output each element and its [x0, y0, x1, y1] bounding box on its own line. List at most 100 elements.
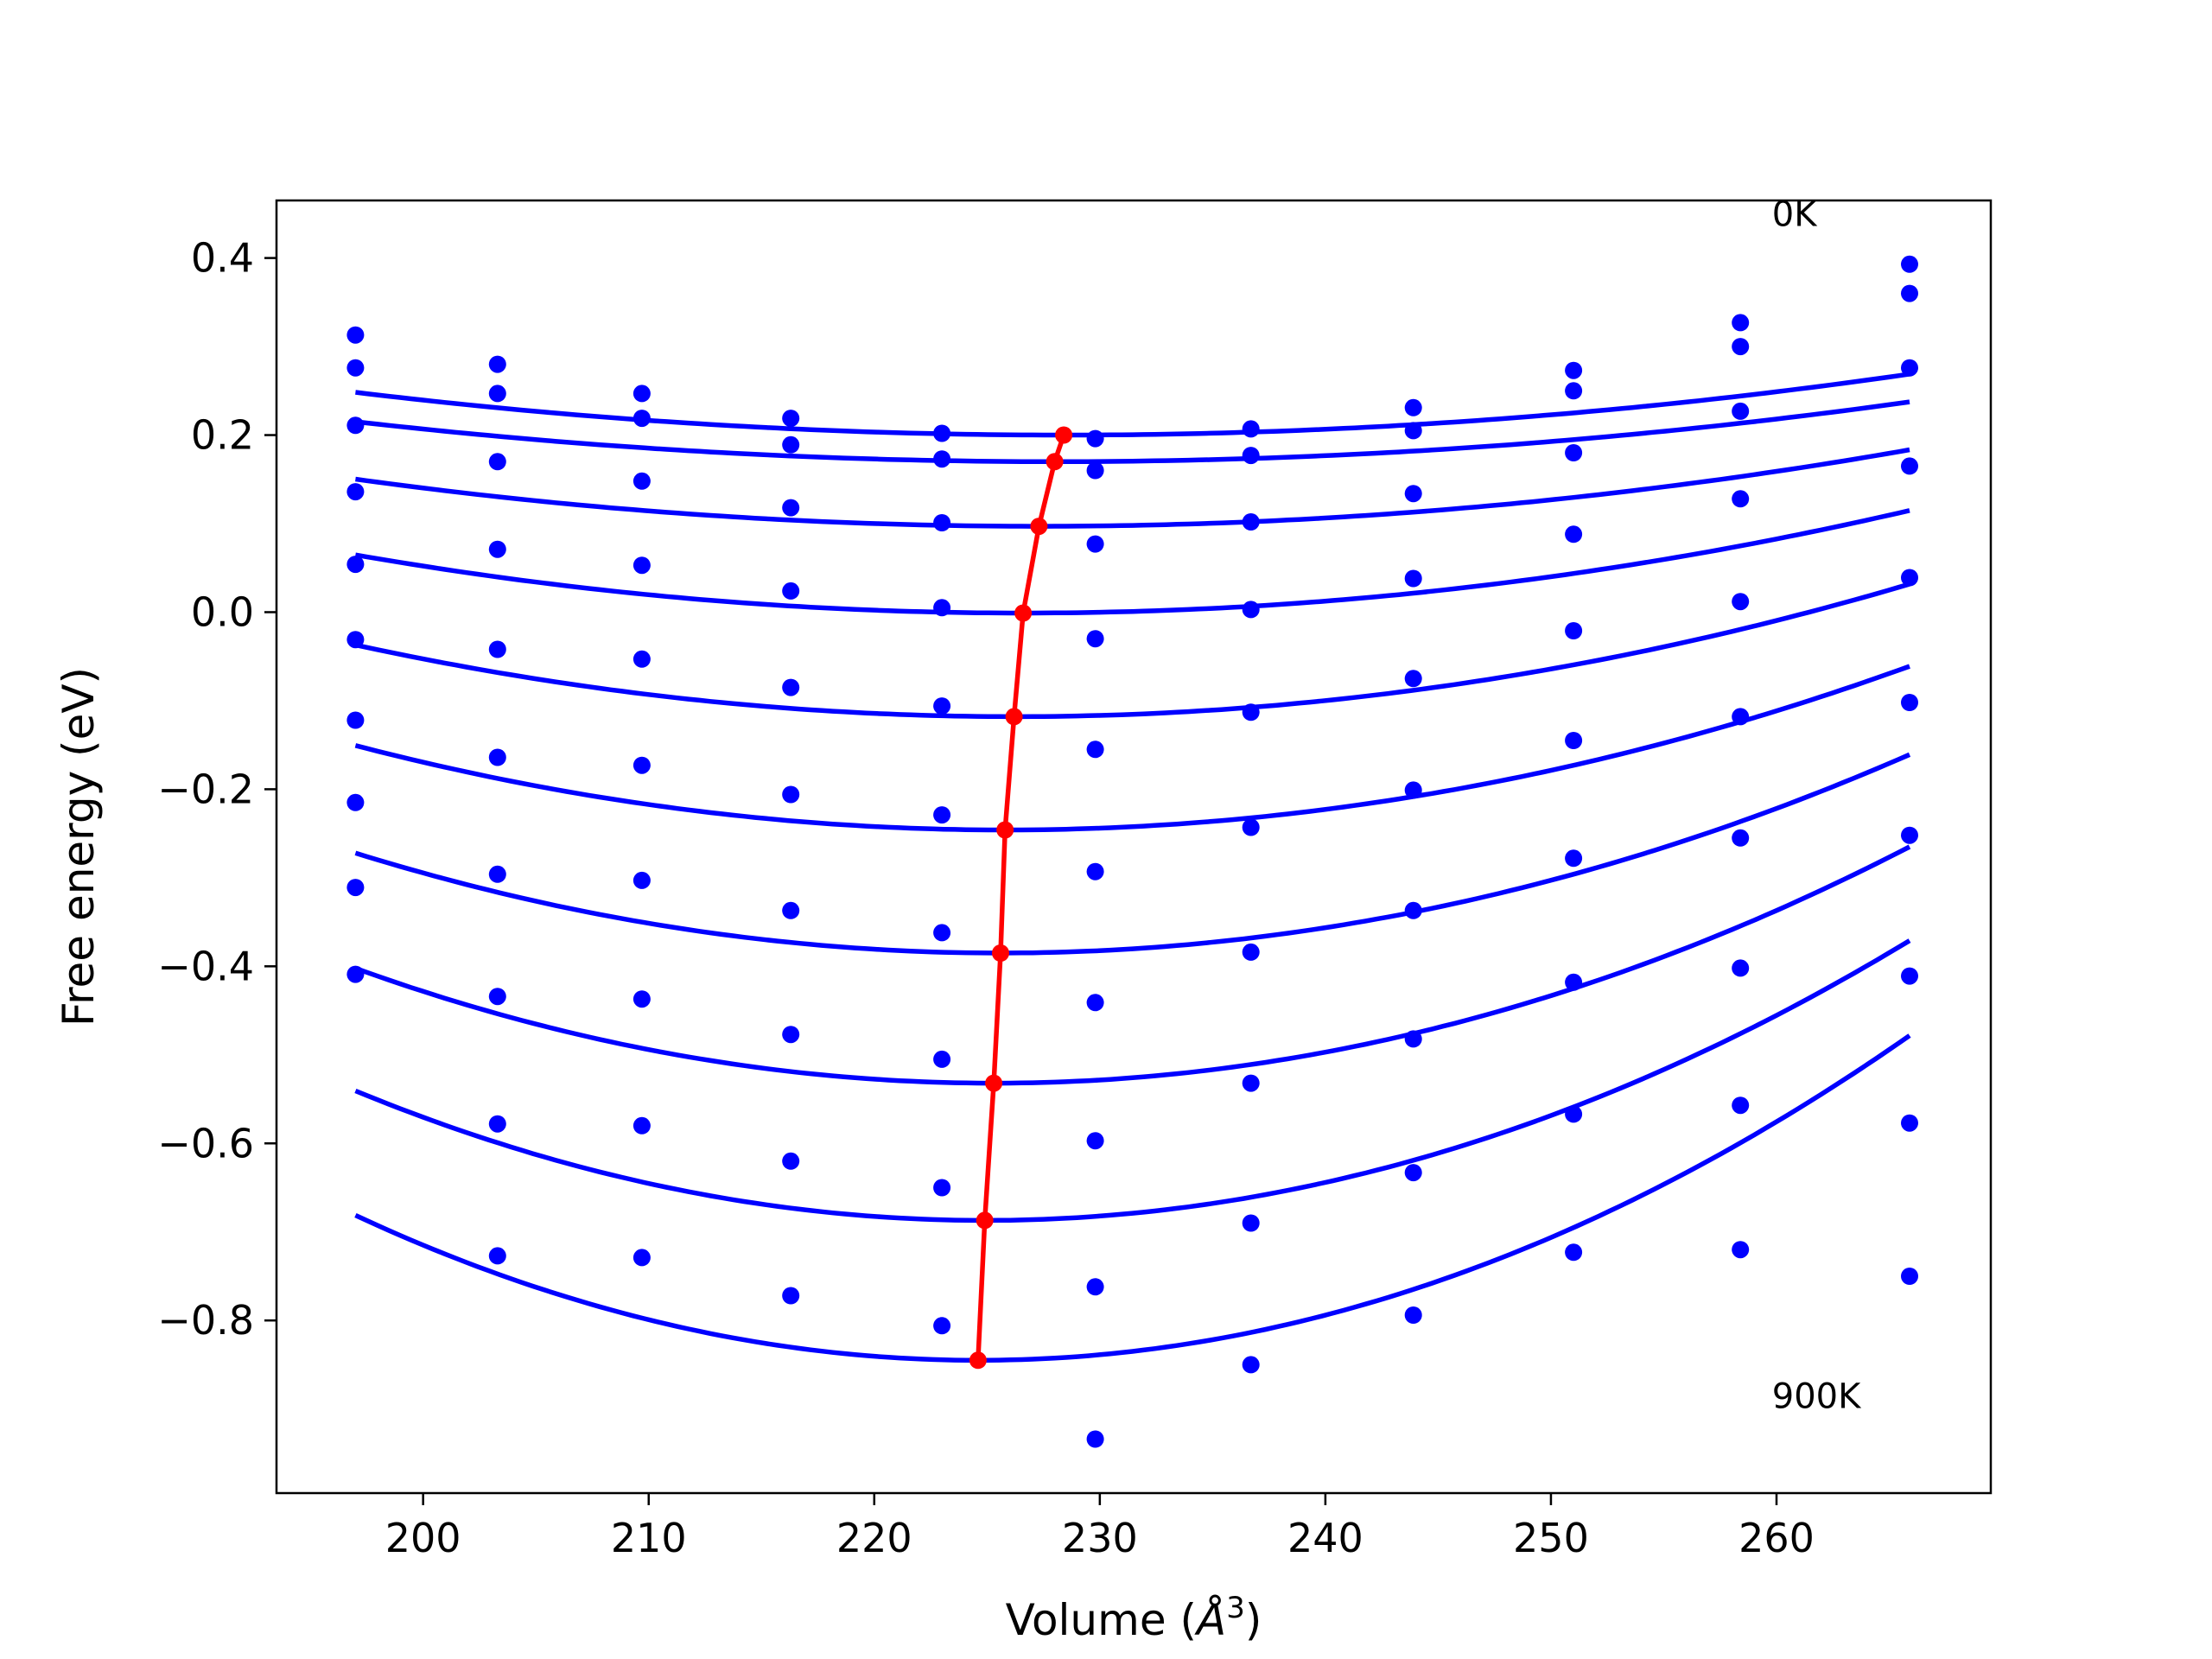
fit-curve-7 [354, 844, 1911, 1086]
minimum-point [969, 1351, 987, 1370]
data-point [1565, 525, 1583, 543]
data-point [782, 785, 800, 804]
data-point [1242, 943, 1260, 961]
data-point [632, 756, 651, 774]
data-point [488, 865, 506, 883]
y-tick-label: −0.2 [157, 766, 254, 812]
y-tick-label: 0.4 [191, 235, 254, 282]
data-point [1086, 429, 1104, 448]
y-tick-label: −0.4 [157, 943, 254, 989]
x-tick-label: 260 [1738, 1515, 1815, 1561]
data-point [1565, 361, 1583, 379]
data-point [1732, 1096, 1750, 1115]
data-point [346, 326, 365, 344]
data-point [933, 1050, 951, 1068]
data-point [1565, 1243, 1583, 1262]
y-tick-label: −0.6 [157, 1120, 254, 1166]
x-tick-label: 230 [1062, 1515, 1138, 1561]
data-point [1242, 1074, 1260, 1092]
data-point [1242, 420, 1260, 438]
data-point [346, 416, 365, 435]
temperature-annotation: 0K [1772, 194, 1818, 234]
data-point [632, 1116, 651, 1135]
annotations: 0K 900K [1772, 194, 1862, 1416]
y-axis-label: Free energy (eV) [54, 667, 104, 1027]
data-point [1404, 485, 1422, 503]
fit-curve-9 [354, 1033, 1911, 1363]
temperature-annotation: 900K [1772, 1376, 1862, 1416]
data-point [632, 472, 651, 490]
data-point [1404, 398, 1422, 416]
data-point [1732, 708, 1750, 726]
minimum-path-line [976, 434, 1066, 1361]
data-point [346, 556, 365, 574]
data-point [1732, 402, 1750, 420]
data-point [346, 711, 365, 729]
data-point [1901, 255, 1918, 273]
y-tick-label: −0.8 [157, 1297, 254, 1344]
data-point [933, 514, 951, 531]
data-points [346, 255, 1918, 1448]
data-point [1404, 1306, 1422, 1324]
fit-curve-0 [355, 372, 1910, 438]
data-point [1901, 826, 1918, 844]
fit-curve-1 [355, 399, 1910, 465]
data-point [346, 793, 365, 811]
minimum-point [1005, 708, 1023, 726]
data-point [1086, 1430, 1104, 1448]
minimum-point [992, 944, 1009, 962]
y-tick-label: 0.2 [191, 412, 254, 459]
data-point [488, 540, 506, 558]
x-axis-label: Volume (Å3) [1006, 1591, 1262, 1645]
data-point [933, 924, 951, 942]
data-point [1086, 630, 1104, 648]
data-point [1404, 1164, 1422, 1182]
data-point [1242, 447, 1260, 465]
data-point [632, 650, 651, 668]
x-tick-label: 250 [1513, 1515, 1589, 1561]
data-point [933, 697, 951, 715]
data-point [632, 556, 651, 575]
data-point [488, 385, 506, 403]
data-point [1565, 973, 1583, 991]
data-point [1732, 338, 1750, 356]
data-point [1086, 1278, 1104, 1296]
data-point [488, 748, 506, 766]
data-point [1901, 1268, 1918, 1285]
x-tick-label: 200 [385, 1515, 461, 1561]
data-point [1404, 422, 1422, 440]
plot-frame [275, 199, 1993, 1495]
data-point [782, 1152, 800, 1170]
data-point [1901, 284, 1918, 302]
data-point [1901, 359, 1918, 377]
fit-curve-4 [354, 582, 1910, 720]
data-point [1732, 829, 1750, 847]
data-point [1565, 444, 1583, 461]
data-point [1086, 994, 1104, 1012]
data-point [782, 678, 800, 696]
data-point [1086, 461, 1104, 480]
data-point [933, 1317, 951, 1335]
data-point [1242, 601, 1260, 619]
data-point [1242, 1214, 1260, 1232]
data-point [1732, 490, 1750, 508]
data-point [346, 631, 365, 649]
minimum-point [1014, 604, 1033, 622]
data-point [1565, 1105, 1583, 1123]
data-point [1901, 967, 1918, 985]
data-point [1565, 382, 1583, 400]
data-point [1086, 535, 1104, 553]
x-tick-label: 210 [611, 1515, 687, 1561]
minimum-path [969, 426, 1073, 1370]
data-point [782, 901, 800, 919]
data-point [488, 453, 506, 471]
data-point [933, 1179, 951, 1197]
minimum-point [1055, 426, 1073, 444]
data-point [1901, 569, 1918, 587]
y-tick-label: 0.0 [191, 588, 254, 635]
data-point [488, 1115, 506, 1133]
data-point [488, 640, 506, 658]
fit-curves [354, 372, 1911, 1363]
data-point [1732, 1241, 1750, 1259]
